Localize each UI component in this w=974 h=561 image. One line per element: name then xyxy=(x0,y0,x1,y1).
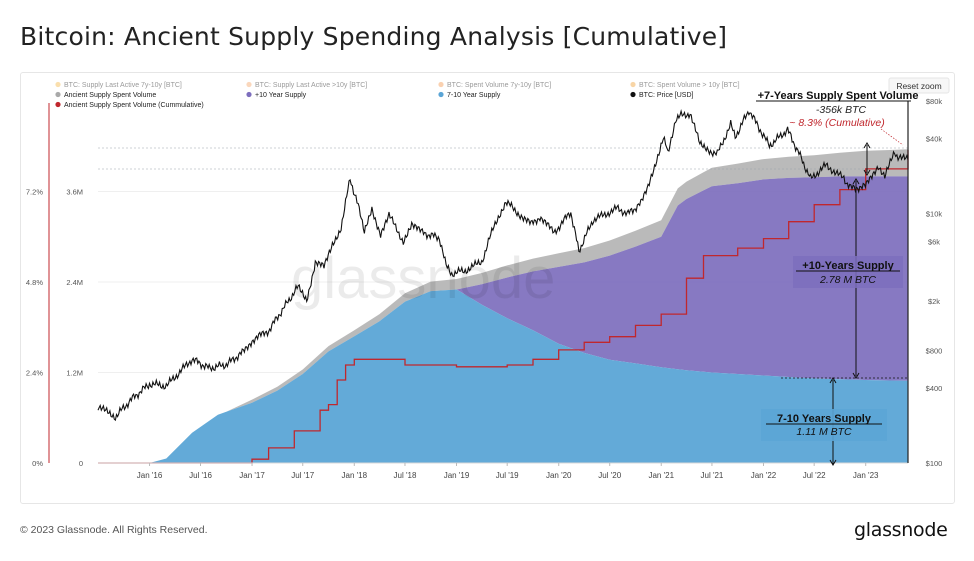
watermark: glassnode xyxy=(291,246,555,311)
y-tick-supply: 3.6M xyxy=(66,188,83,197)
legend-marker xyxy=(630,81,636,88)
annotation-arrowheads xyxy=(863,142,871,176)
legend-marker xyxy=(55,91,61,98)
x-tick-label: Jul '17 xyxy=(291,471,314,480)
annotation-bg xyxy=(793,256,903,288)
annotation-10y-value: 2.78 M BTC xyxy=(819,274,876,286)
x-tick-label: Jan '18 xyxy=(342,471,368,480)
y-tick-price: $2k xyxy=(928,297,940,306)
legend-marker xyxy=(55,101,61,108)
chart-svg: BTC: Supply Last Active 7y-10y [BTC] BTC:… xyxy=(26,77,950,480)
legend-marker xyxy=(246,91,252,98)
x-tick-label: Jan '23 xyxy=(853,471,879,480)
legend-label: BTC: Supply Last Active 7y-10y [BTC] xyxy=(64,82,182,89)
x-tick-label: Jul '19 xyxy=(496,471,519,480)
y-tick-price: $40k xyxy=(926,135,943,144)
legend-label: 7-10 Year Supply xyxy=(447,92,501,99)
annotation-spent-title: +7-Years Supply Spent Volume xyxy=(758,90,919,102)
legend-label: Ancient Supply Spent Volume (Cummulative… xyxy=(64,102,204,109)
x-tick-label: Jan '17 xyxy=(239,471,265,480)
x-tick-label: Jul '22 xyxy=(803,471,826,480)
y-tick-price: $80k xyxy=(926,97,943,106)
y-tick-price: $10k xyxy=(926,210,943,219)
x-tick-label: Jan '20 xyxy=(546,471,572,480)
x-tick-label: Jan '16 xyxy=(137,471,163,480)
annotation-bg xyxy=(761,409,887,441)
annotation-arrowheads xyxy=(852,178,860,379)
y-tick-supply: 0 xyxy=(79,459,83,468)
reset-zoom-label: Reset zoom xyxy=(896,81,941,91)
copyright-notice: © 2023 Glassnode. All Rights Reserved. xyxy=(20,524,208,536)
reset-zoom-button[interactable]: Reset zoom xyxy=(888,77,950,94)
y-tick-percent: 2.4% xyxy=(26,369,43,378)
area-7-10y-supply xyxy=(98,289,908,463)
annotation-pointer xyxy=(880,128,904,146)
y-tick-supply: 1.2M xyxy=(66,369,83,378)
annotation-spent-pct: ~ 8.3% (Cumulative) xyxy=(789,117,884,129)
legend-label: BTC: Spent Volume > 10y [BTC] xyxy=(639,82,740,89)
y-tick-price: $100 xyxy=(926,459,943,468)
legend: BTC: Supply Last Active 7y-10y [BTC] BTC:… xyxy=(55,81,740,109)
line-cumulative-spent xyxy=(98,150,909,464)
annotation-7y-title: 7-10 Years Supply xyxy=(777,413,872,425)
y-tick-price: $6k xyxy=(928,237,940,246)
x-tick-label: Jul '18 xyxy=(394,471,417,480)
x-tick-label: Jan '22 xyxy=(751,471,777,480)
x-tick-label: Jul '20 xyxy=(598,471,621,480)
annotation-7y-value: 1.11 M BTC xyxy=(796,426,852,438)
line-btc-price xyxy=(97,109,909,422)
y-tick-percent: 0% xyxy=(32,459,43,468)
plot-area: glassnode xyxy=(97,109,909,464)
x-tick-label: Jul '16 xyxy=(189,471,212,480)
legend-label: Ancient Supply Spent Volume xyxy=(64,92,156,99)
legend-marker xyxy=(438,81,444,88)
y-tick-percent: 7.2% xyxy=(26,188,43,197)
y-tick-supply: 2.4M xyxy=(66,278,83,287)
legend-marker xyxy=(55,81,61,88)
legend-marker xyxy=(246,81,252,88)
legend-marker xyxy=(630,91,636,98)
page-title: Bitcoin: Ancient Supply Spending Analysi… xyxy=(20,22,728,51)
chart-panel: BTC: Supply Last Active 7y-10y [BTC] BTC:… xyxy=(20,72,955,504)
y-tick-price: $400 xyxy=(926,384,943,393)
annotations: +7-Years Supply Spent Volume -356k BTC~ 8… xyxy=(756,90,919,466)
brand-logo[interactable]: glassnode xyxy=(854,519,948,541)
legend-label: BTC: Supply Last Active >10y [BTC] xyxy=(255,82,367,89)
legend-label: BTC: Price [USD] xyxy=(639,92,694,99)
annotation-arrowheads xyxy=(829,377,837,466)
axes: 0% 2.4% 4.8% 7.2% 0 1.2M 2.4M 3.6M $100 $400 $800 $… xyxy=(26,97,942,480)
x-tick-label: Jan '21 xyxy=(648,471,674,480)
x-tick-label: Jul '21 xyxy=(701,471,724,480)
legend-label: BTC: Spent Volume 7y-10y [BTC] xyxy=(447,82,551,89)
y-tick-percent: 4.8% xyxy=(26,278,43,287)
area-10y-supply xyxy=(98,176,908,463)
y-tick-price: $800 xyxy=(926,346,943,355)
legend-marker xyxy=(438,91,444,98)
legend-label: +10 Year Supply xyxy=(255,92,307,99)
annotation-10y-title: +10-Years Supply xyxy=(802,260,894,272)
annotation-spent-value: -356k BTC xyxy=(816,104,867,116)
x-tick-label: Jan '19 xyxy=(444,471,470,480)
